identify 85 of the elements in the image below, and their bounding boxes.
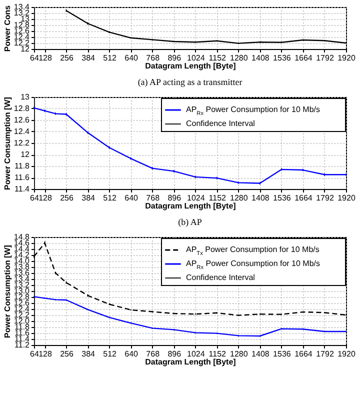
y-tick-label: 12 — [20, 44, 30, 54]
y-tick-label: 12.2 — [14, 138, 30, 148]
y-tick-label: 14.6 — [14, 238, 30, 248]
x-tick-label: 896 — [168, 194, 182, 202]
y-tick-label: 14.0 — [14, 256, 30, 266]
x-tick-label: 64 — [30, 194, 40, 202]
x-tick-label: 1152 — [208, 350, 227, 358]
x-tick-label: 1792 — [316, 194, 334, 202]
x-tick-label: 640 — [124, 194, 139, 202]
legend-label: AP$_{Tx}$ Power Consumption for 10 Mb/s — [186, 245, 320, 257]
x-tick-label: 1792 — [316, 54, 334, 62]
x-tick-label: 128 — [38, 194, 52, 202]
x-tick-label: 1024 — [186, 54, 206, 62]
x-tick-label: 1920 — [338, 350, 356, 358]
x-tick-label: 256 — [60, 194, 74, 202]
y-tick-label: 13.6 — [14, 268, 30, 278]
x-tick-label: 1408 — [252, 54, 270, 62]
x-tick-label: 512 — [103, 350, 118, 358]
y-tick-label: 12.6 — [14, 298, 30, 308]
x-tick-label: 1664 — [294, 54, 313, 62]
y-tick-label: 12.4 — [14, 127, 30, 136]
y-tick-label: 12.8 — [14, 20, 30, 30]
x-tick-label: 1920 — [338, 194, 356, 202]
y-tick-label: 11.2 — [14, 340, 30, 350]
y-tick-label: 12.6 — [14, 26, 30, 36]
x-tick-label: 1408 — [252, 350, 270, 358]
x-tick-label: 1536 — [273, 194, 292, 202]
x-tick-label: 1024 — [186, 194, 206, 202]
x-tick-label: 256 — [60, 54, 74, 62]
annotation: Confidence Interval — [186, 119, 256, 128]
y-tick-label: 13 — [20, 92, 30, 102]
y-tick-label: 12.8 — [14, 292, 30, 302]
x-tick-label: 512 — [103, 194, 118, 202]
x-tick-label: 896 — [168, 350, 182, 358]
legend-label: AP$_{Rx}$ Power Consumption for 10 Mb/s — [186, 105, 320, 117]
y-tick-label: 12.6 — [14, 116, 30, 124]
x-tick-label: 640 — [124, 350, 139, 358]
x-tick-label: 768 — [146, 54, 160, 62]
x-axis-title: Datagram Length [Byte] — [145, 62, 236, 70]
y-tick-label: 11.8 — [14, 322, 30, 332]
x-tick-label: 1024 — [186, 350, 206, 358]
text: (b) AP — [178, 217, 202, 227]
y-tick-label: 12.8 — [14, 104, 30, 113]
y-axis-title: Power Consumption [W] — [2, 244, 12, 338]
x-tick-label: 1280 — [230, 350, 248, 358]
x-tick-label: 768 — [146, 194, 160, 202]
y-axis-title: Power Cons — [2, 4, 12, 52]
y-axis-title: Power Consumption [W] — [2, 96, 12, 190]
y-tick-label: 11.4 — [14, 184, 30, 194]
x-tick-label: 384 — [82, 350, 96, 358]
text: (a) AP acting as a transmitter — [138, 77, 242, 87]
y-tick-label: 12.0 — [14, 316, 30, 326]
y-tick-label: 13.0 — [14, 286, 30, 296]
y-tick-label: 11.8 — [14, 162, 30, 170]
x-tick-label: 384 — [82, 194, 96, 202]
x-tick-label: 768 — [146, 350, 160, 358]
x-tick-label: 1152 — [208, 194, 227, 202]
legend-label: AP$_{Rx}$ Power Consumption for 10 Mb/s — [186, 259, 320, 271]
y-tick-label: 11.6 — [14, 328, 30, 338]
x-axis-title: Datagram Length [Byte] — [145, 358, 236, 366]
x-tick-label: 1280 — [230, 54, 248, 62]
x-tick-label: 1280 — [230, 194, 248, 202]
x-tick-label: 1152 — [208, 54, 227, 62]
x-tick-label: 256 — [60, 350, 74, 358]
x-tick-label: 64 — [30, 54, 40, 62]
x-tick-label: 1792 — [316, 350, 334, 358]
y-tick-label: 12 — [20, 150, 30, 159]
y-tick-label: 14.8 — [14, 232, 30, 242]
x-tick-label: 1664 — [294, 194, 313, 202]
x-tick-label: 64 — [30, 350, 40, 358]
y-tick-label: 11.6 — [14, 173, 30, 182]
x-tick-label: 128 — [38, 54, 52, 62]
x-axis-title: Datagram Length [Byte] — [145, 202, 236, 210]
x-tick-label: 896 — [168, 54, 182, 62]
x-tick-label: 512 — [103, 54, 118, 62]
annotation: Confidence Interval — [186, 273, 256, 282]
x-tick-label: 1408 — [252, 194, 270, 202]
x-tick-label: 640 — [124, 54, 139, 62]
x-tick-label: 1920 — [338, 54, 356, 62]
x-tick-label: 128 — [38, 350, 52, 358]
x-tick-label: 1664 — [294, 350, 313, 358]
x-tick-label: 384 — [82, 54, 96, 62]
y-tick-label: 13.8 — [14, 262, 30, 272]
x-tick-label: 1536 — [273, 350, 292, 358]
x-tick-label: 1536 — [273, 54, 292, 62]
